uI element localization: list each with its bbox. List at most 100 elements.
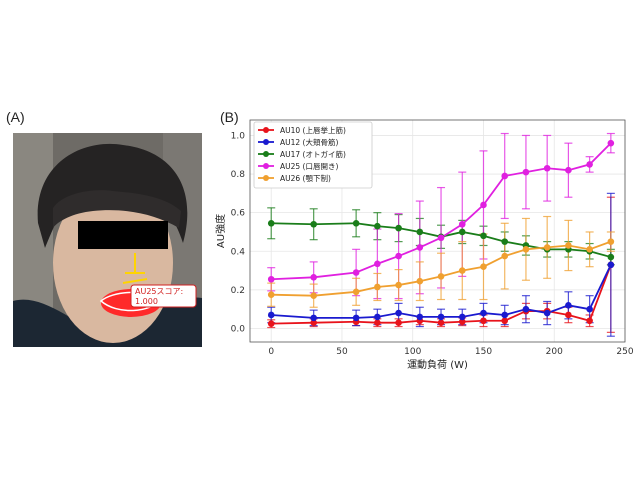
- data-point: [416, 313, 424, 321]
- data-point: [437, 313, 445, 321]
- au25-score-label: AU25スコア:: [135, 287, 183, 296]
- au-intensity-chart: 0 50 100 150 200 250 0.0 0.2 0.4 0.6 0.8 1.0 運動負荷 (…: [214, 119, 634, 371]
- data-point: [565, 311, 572, 319]
- panel-a-label: (A): [6, 109, 25, 125]
- data-point: [310, 319, 317, 326]
- y-tick-label: 0.2: [231, 286, 245, 296]
- x-tick-label: 0: [268, 347, 274, 357]
- x-tick-label: 200: [546, 347, 563, 357]
- data-point: [352, 314, 360, 322]
- y-tick-label: 0.0: [231, 324, 246, 334]
- data-point: [416, 244, 424, 251]
- legend-label: AU12 (大頬骨筋): [280, 137, 338, 147]
- y-axis-label: AU強度: [214, 214, 227, 248]
- data-point: [310, 292, 317, 299]
- legend-label: AU26 (顎下制): [280, 173, 331, 183]
- data-point: [458, 313, 466, 321]
- legend-swatch-marker: [263, 139, 269, 145]
- data-point: [543, 244, 551, 251]
- data-point: [501, 311, 509, 319]
- data-point: [395, 281, 402, 289]
- data-point: [374, 319, 381, 326]
- data-point: [352, 219, 360, 227]
- data-point: [310, 274, 317, 281]
- y-tick-label: 0.4: [231, 247, 246, 257]
- data-point: [458, 220, 466, 228]
- au25-score-value: 1.000: [135, 297, 158, 306]
- x-tick-label: 50: [336, 347, 348, 357]
- data-point: [437, 273, 445, 280]
- data-point: [458, 228, 466, 236]
- x-tick-label: 100: [404, 347, 421, 357]
- panel-b-label: (B): [220, 109, 239, 125]
- data-point: [565, 242, 572, 249]
- y-tick-label: 1.0: [231, 131, 246, 141]
- data-point: [374, 283, 381, 291]
- legend-label: AU17 (オトガイ筋): [280, 149, 346, 159]
- plot-frame: [249, 119, 626, 343]
- data-point: [352, 269, 360, 276]
- data-point: [607, 238, 615, 245]
- data-point: [586, 246, 593, 253]
- data-point: [607, 261, 615, 269]
- legend-swatch-marker: [263, 163, 269, 169]
- face-photo-drawing: AU25スコア: 1.000: [13, 133, 202, 347]
- data-point: [416, 277, 424, 285]
- legend-label: AU10 (上唇挙上筋): [280, 125, 346, 135]
- data-point: [437, 234, 445, 242]
- data-point: [501, 252, 509, 260]
- data-point: [267, 275, 275, 283]
- data-point: [480, 201, 487, 209]
- data-point: [522, 305, 530, 313]
- data-point: [267, 311, 275, 319]
- data-point: [267, 320, 275, 327]
- data-point: [501, 172, 509, 180]
- data-point: [458, 267, 466, 274]
- data-point: [458, 318, 466, 326]
- data-point: [480, 263, 487, 271]
- legend-swatch-marker: [263, 151, 269, 157]
- legend-box: [253, 121, 373, 189]
- data-point: [267, 291, 275, 299]
- legend-swatch-marker: [263, 127, 269, 133]
- data-point: [586, 317, 593, 325]
- data-point: [543, 309, 551, 317]
- legend-swatch-marker: [263, 175, 269, 181]
- data-point: [395, 319, 402, 326]
- data-point: [607, 139, 615, 147]
- data-point: [374, 222, 381, 230]
- data-point: [522, 168, 530, 176]
- data-point: [607, 253, 615, 261]
- legend: AU10 (上唇挙上筋) AU12 (大頬骨筋) AU17 (オトガイ筋) AU25 …: [253, 121, 373, 189]
- y-tick-label: 0.8: [231, 170, 246, 180]
- data-point: [374, 260, 381, 268]
- eye-redaction-bar: [78, 221, 168, 249]
- data-point: [395, 224, 402, 232]
- y-tick-label: 0.6: [231, 209, 246, 219]
- data-point: [395, 252, 402, 260]
- legend-label: AU25 (口唇開き): [280, 162, 338, 171]
- data-point: [310, 220, 317, 228]
- x-tick-label: 150: [475, 347, 492, 357]
- data-point: [565, 166, 572, 174]
- data-point: [586, 305, 593, 313]
- data-point: [480, 317, 487, 325]
- axis-ticks: 0 50 100 150 200 250 0.0 0.2 0.4 0.6 0.8 1.0: [231, 131, 634, 357]
- data-point: [586, 161, 593, 168]
- landmark-lines: [122, 253, 148, 284]
- data-point: [437, 319, 445, 326]
- data-point: [501, 317, 509, 325]
- au25-score-box: [130, 284, 197, 308]
- data-point: [374, 313, 381, 321]
- x-axis-label: 運動負荷 (W): [407, 358, 468, 371]
- data-point: [480, 309, 487, 317]
- data-point: [543, 164, 551, 172]
- data-point: [310, 314, 317, 322]
- data-point: [522, 246, 530, 253]
- face-photo: AU25スコア: 1.000: [13, 133, 202, 347]
- data-point: [352, 288, 360, 296]
- series-markers: [267, 139, 615, 327]
- data-point: [501, 238, 509, 245]
- data-point: [565, 302, 572, 309]
- data-point: [480, 232, 487, 240]
